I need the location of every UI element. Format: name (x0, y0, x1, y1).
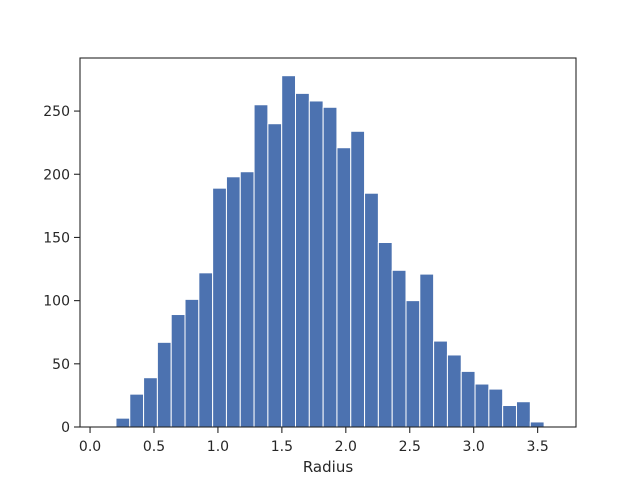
histogram-bar (391, 269, 407, 428)
histogram-bar (198, 272, 214, 428)
histogram-bar (143, 377, 158, 428)
histogram-bar (253, 104, 269, 428)
x-tick-label: 2.5 (399, 439, 421, 455)
histogram-bar (225, 176, 241, 428)
histogram-bar (239, 171, 255, 428)
histogram-bar (515, 401, 531, 428)
histogram-bar (129, 393, 145, 428)
histogram-bar (364, 192, 379, 428)
histogram-bar (419, 273, 435, 428)
histogram-bar (377, 242, 393, 428)
histogram-bar (529, 421, 545, 428)
histogram-bar (281, 75, 297, 428)
y-axis-ticks: 0 50 100 150 200 250 (43, 104, 80, 436)
histogram-bar (502, 405, 517, 428)
histogram-bar (488, 388, 504, 428)
y-tick-label: 250 (43, 104, 70, 120)
x-tick-label: 1.0 (207, 439, 229, 455)
histogram-bar (115, 417, 131, 428)
histogram-bar (170, 314, 186, 428)
histogram-bars (115, 75, 545, 428)
x-tick-label: 3.0 (463, 439, 485, 455)
histogram-bar (184, 298, 200, 428)
plot-area-frame (79, 57, 577, 428)
histogram-bar (433, 340, 448, 428)
histogram-bar (336, 147, 352, 428)
x-tick-label: 0.0 (79, 439, 101, 455)
histogram-bar (446, 354, 462, 428)
y-tick-label: 0 (61, 420, 70, 436)
histogram-bar (308, 100, 324, 428)
x-tick-label: 2.0 (335, 439, 357, 455)
x-axis-ticks: 0.0 0.5 1.0 1.5 2.0 2.5 3.0 3.5 (79, 427, 549, 455)
x-axis-label: Radius (303, 458, 353, 476)
histogram-bar (350, 130, 366, 428)
histogram-bar (295, 92, 310, 428)
y-tick-label: 150 (43, 230, 70, 246)
x-tick-label: 3.5 (527, 439, 549, 455)
histogram-bar (405, 300, 421, 428)
y-tick-label: 200 (43, 167, 70, 183)
x-tick-label: 0.5 (143, 439, 165, 455)
histogram-bar (212, 187, 227, 428)
histogram-bar (322, 106, 338, 428)
histogram-bar (267, 123, 283, 428)
histogram-bar (460, 370, 476, 428)
histogram-bar (156, 341, 172, 428)
x-tick-label: 1.5 (271, 439, 293, 455)
histogram-bar (474, 383, 490, 428)
y-tick-label: 50 (52, 357, 70, 373)
y-tick-label: 100 (43, 294, 70, 310)
